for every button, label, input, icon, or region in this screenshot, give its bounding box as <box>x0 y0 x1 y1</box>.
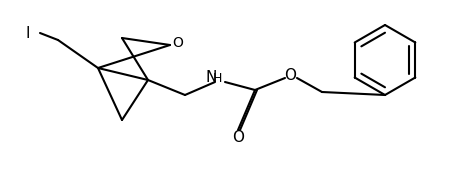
Text: H: H <box>212 71 222 84</box>
Text: O: O <box>172 36 183 50</box>
Text: I: I <box>26 26 30 41</box>
Text: O: O <box>284 68 296 83</box>
Text: N: N <box>205 70 217 86</box>
Text: O: O <box>232 130 244 146</box>
